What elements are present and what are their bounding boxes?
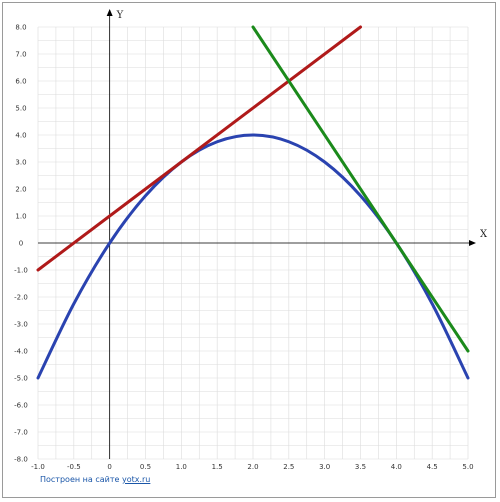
credit-text: Построен на сайте [40,475,120,484]
x-tick-label: -0.5 [67,463,81,471]
x-tick-label: 2.5 [283,463,294,471]
series-line-tangent-green [251,25,470,353]
x-tick-label: 5.0 [462,463,473,471]
series-line-tangent-red [36,25,362,272]
x-tick-label: -1.0 [31,463,45,471]
x-axis-label: X [480,229,488,240]
y-tick-label: -2.0 [14,294,28,302]
x-tick-label: 0.5 [140,463,151,471]
y-tick-label: -3.0 [14,321,28,329]
y-axis-label: Y [116,10,124,21]
y-tick-label: 0 [19,240,23,248]
x-tick-label: 1.0 [176,463,187,471]
y-tick-label: -4.0 [14,348,28,356]
y-tick-label: 7.0 [15,51,26,59]
y-tick-label: -8.0 [14,456,28,464]
y-tick-label: 1.0 [15,213,26,221]
credit-link[interactable]: yotx.ru [121,475,151,484]
y-tick-label: -6.0 [14,402,28,410]
series-lines [36,25,470,380]
x-tick-label: 3.5 [355,463,366,471]
y-tick-label: 3.0 [15,159,26,167]
x-tick-label: 0 [107,463,111,471]
y-tick-label: -5.0 [14,375,28,383]
y-tick-label: 2.0 [15,186,26,194]
y-tick-label: 8.0 [15,24,26,32]
x-tick-label: 1.5 [212,463,223,471]
chart-frame [2,2,496,498]
x-tick-label: 2.0 [247,463,258,471]
y-tick-label: 4.0 [15,132,26,140]
tick-labels: -1.0 -0.5 0 0.5 1.0 1.5 2.0 2.5 3.0 3.5 4.0 4.5 5.0 8… [14,24,473,472]
x-tick-label: 4.5 [427,463,438,471]
y-tick-label: -1.0 [14,267,28,275]
y-tick-label: 5.0 [15,105,26,113]
x-tick-label: 4.0 [391,463,402,471]
y-axis-arrow [106,9,113,16]
x-axis-arrow [469,240,476,246]
credit-footer: Построен на сайте yotx.ru [40,475,150,484]
x-tick-label: 3.0 [319,463,330,471]
y-tick-label: -7.0 [14,429,28,437]
y-tick-label: 6.0 [15,78,26,86]
